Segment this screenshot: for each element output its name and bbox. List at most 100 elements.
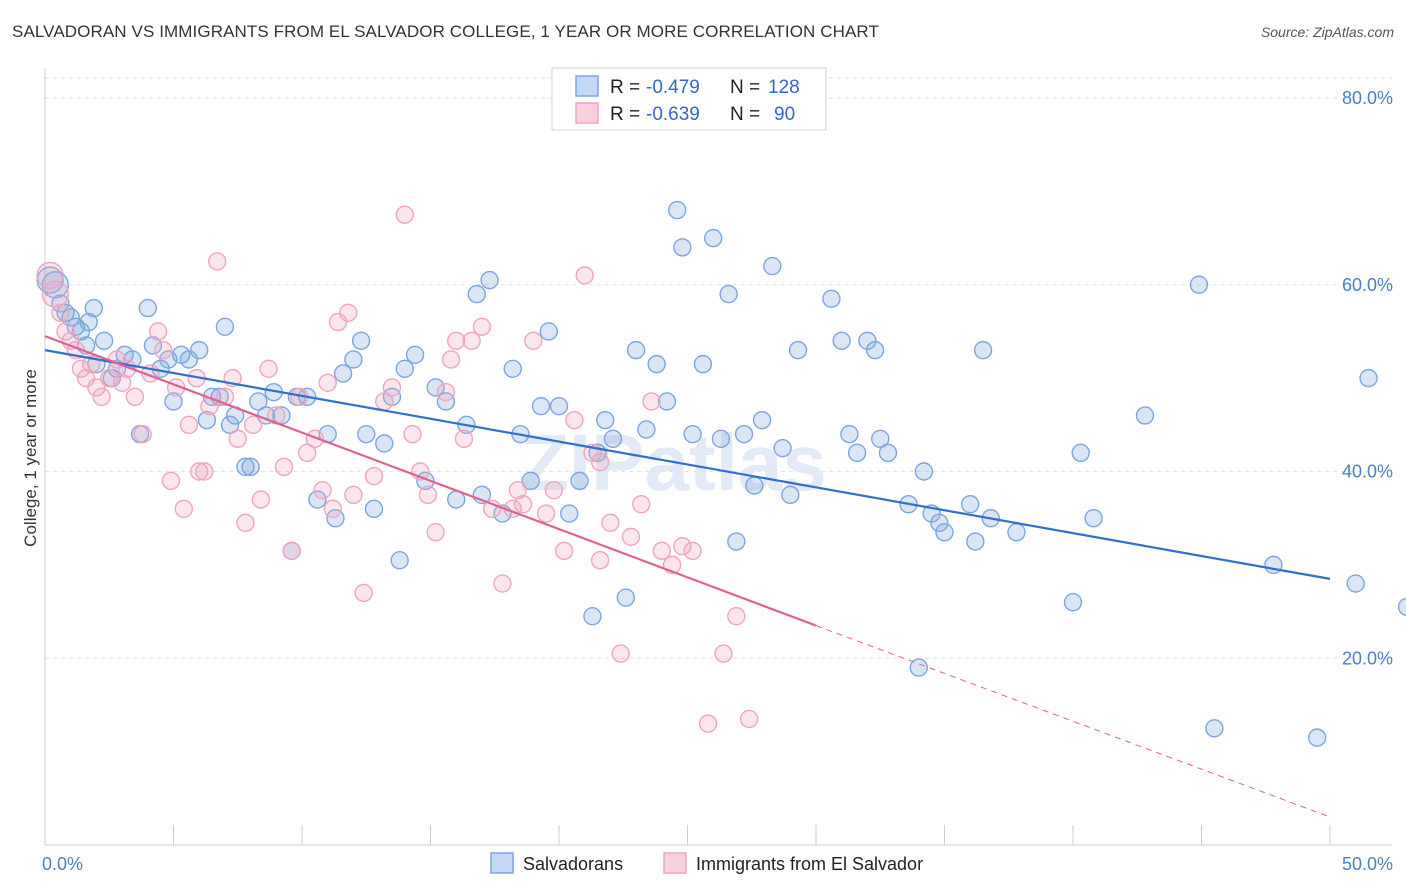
point-salvadorans-80 bbox=[673, 238, 692, 257]
point-immigrants-68 bbox=[565, 410, 584, 430]
point-salvadorans-91 bbox=[773, 438, 792, 458]
y-axis-label: College, 1 year or more bbox=[21, 369, 40, 547]
point-immigrants-83 bbox=[727, 607, 746, 626]
point-salvadorans-81 bbox=[683, 424, 702, 444]
point-salvadorans-52 bbox=[405, 345, 425, 364]
bottom-legend-label-immigrants: Immigrants from El Salvador bbox=[696, 854, 923, 874]
point-salvadorans-25 bbox=[197, 410, 217, 430]
point-immigrants-72 bbox=[601, 513, 620, 533]
point-immigrants-42 bbox=[323, 499, 343, 519]
point-immigrants-23 bbox=[179, 415, 199, 435]
x-tick-label-0: 0.0% bbox=[42, 854, 83, 874]
point-immigrants-54 bbox=[426, 522, 445, 542]
point-salvadorans-72 bbox=[596, 410, 615, 430]
point-salvadorans-54 bbox=[426, 378, 445, 397]
point-salvadorans-79 bbox=[668, 200, 687, 220]
y-tick-label-2: 60.0% bbox=[1342, 275, 1393, 295]
point-immigrants-67 bbox=[554, 541, 574, 561]
point-salvadorans-33 bbox=[249, 392, 268, 411]
point-salvadorans-88 bbox=[745, 476, 764, 495]
point-salvadorans-115 bbox=[1084, 508, 1103, 528]
point-salvadorans-4 bbox=[61, 308, 80, 327]
point-salvadorans-74 bbox=[616, 588, 636, 607]
point-immigrants-44 bbox=[339, 303, 358, 322]
y-tick-label-3: 80.0% bbox=[1342, 88, 1393, 108]
point-immigrants-59 bbox=[472, 317, 492, 336]
point-immigrants-76 bbox=[642, 392, 661, 411]
bottom-legend-swatch-salvadorans bbox=[490, 852, 514, 874]
point-salvadorans-31 bbox=[236, 457, 255, 477]
point-immigrants-79 bbox=[673, 537, 692, 556]
point-immigrants-15 bbox=[125, 387, 145, 407]
bottom-legend-label-salvadorans: Salvadorans bbox=[523, 854, 623, 874]
trend-line-immigrants bbox=[44, 335, 817, 627]
point-immigrants-87 bbox=[441, 350, 461, 369]
point-salvadorans-93 bbox=[788, 340, 808, 360]
legend-r-label-2: R = bbox=[610, 104, 640, 125]
point-salvadorans-110 bbox=[973, 340, 993, 360]
point-immigrants-64 bbox=[524, 331, 543, 350]
point-immigrants-69 bbox=[575, 266, 594, 285]
legend-n-label-1: N = bbox=[730, 77, 760, 98]
point-salvadorans-78 bbox=[657, 392, 677, 411]
point-salvadorans-1 bbox=[41, 271, 69, 299]
trend-lines bbox=[44, 335, 1331, 818]
point-salvadorans-68 bbox=[560, 504, 579, 523]
data-points bbox=[36, 200, 1406, 747]
point-immigrants-81 bbox=[698, 714, 718, 733]
point-salvadorans-62 bbox=[503, 359, 522, 378]
point-salvadorans-86 bbox=[727, 532, 746, 551]
point-immigrants-61 bbox=[493, 574, 512, 593]
point-salvadorans-29 bbox=[220, 415, 240, 435]
point-salvadorans-109 bbox=[966, 532, 985, 551]
y-tick-label-0: 20.0% bbox=[1342, 648, 1393, 668]
point-immigrants-25 bbox=[195, 462, 214, 481]
point-salvadorans-116 bbox=[1135, 406, 1155, 425]
point-salvadorans-60 bbox=[480, 270, 499, 290]
point-immigrants-31 bbox=[236, 513, 255, 533]
point-salvadorans-76 bbox=[637, 420, 656, 439]
trend-line-salvadorans bbox=[44, 349, 1331, 580]
point-salvadorans-122 bbox=[1359, 368, 1378, 388]
point-salvadorans-45 bbox=[351, 331, 371, 350]
point-immigrants-75 bbox=[632, 494, 651, 514]
point-salvadorans-51 bbox=[395, 359, 414, 378]
point-salvadorans-112 bbox=[1007, 522, 1026, 542]
point-salvadorans-96 bbox=[840, 424, 859, 444]
point-immigrants-66 bbox=[544, 480, 564, 500]
point-salvadorans-95 bbox=[832, 331, 851, 350]
point-immigrants-18 bbox=[148, 322, 168, 341]
point-salvadorans-100 bbox=[871, 429, 890, 449]
y-tick-label-1: 40.0% bbox=[1342, 462, 1393, 482]
legend-swatch-pink bbox=[575, 102, 599, 124]
point-salvadorans-8 bbox=[84, 298, 104, 318]
point-salvadorans-85 bbox=[719, 284, 738, 304]
point-salvadorans-44 bbox=[344, 350, 363, 369]
bottom-legend: Salvadorans Immigrants from El Salvador bbox=[490, 852, 923, 874]
point-salvadorans-7 bbox=[79, 312, 98, 332]
point-immigrants-88 bbox=[318, 373, 337, 393]
point-immigrants-41 bbox=[313, 480, 332, 500]
point-immigrants-10 bbox=[92, 387, 111, 407]
point-immigrants-58 bbox=[462, 331, 481, 350]
point-immigrants-55 bbox=[436, 382, 456, 402]
point-immigrants-30 bbox=[228, 429, 247, 449]
axes bbox=[44, 68, 1392, 846]
point-immigrants-9 bbox=[87, 378, 106, 397]
point-salvadorans-32 bbox=[241, 457, 260, 477]
point-salvadorans-84 bbox=[711, 429, 731, 449]
point-salvadorans-97 bbox=[847, 443, 867, 463]
point-salvadorans-90 bbox=[763, 256, 782, 276]
point-salvadorans-70 bbox=[583, 607, 602, 626]
point-immigrants-85 bbox=[590, 551, 610, 570]
point-salvadorans-118 bbox=[1205, 719, 1224, 738]
point-salvadorans-113 bbox=[1063, 593, 1083, 612]
legend-r-value-1: -0.479 bbox=[646, 77, 700, 98]
point-immigrants-53 bbox=[418, 485, 438, 505]
point-immigrants-32 bbox=[243, 415, 263, 435]
point-immigrants-1 bbox=[41, 280, 69, 308]
point-salvadorans-55 bbox=[436, 392, 456, 411]
point-immigrants-6 bbox=[71, 359, 91, 378]
point-salvadorans-17 bbox=[138, 298, 158, 318]
point-immigrants-82 bbox=[714, 644, 733, 663]
